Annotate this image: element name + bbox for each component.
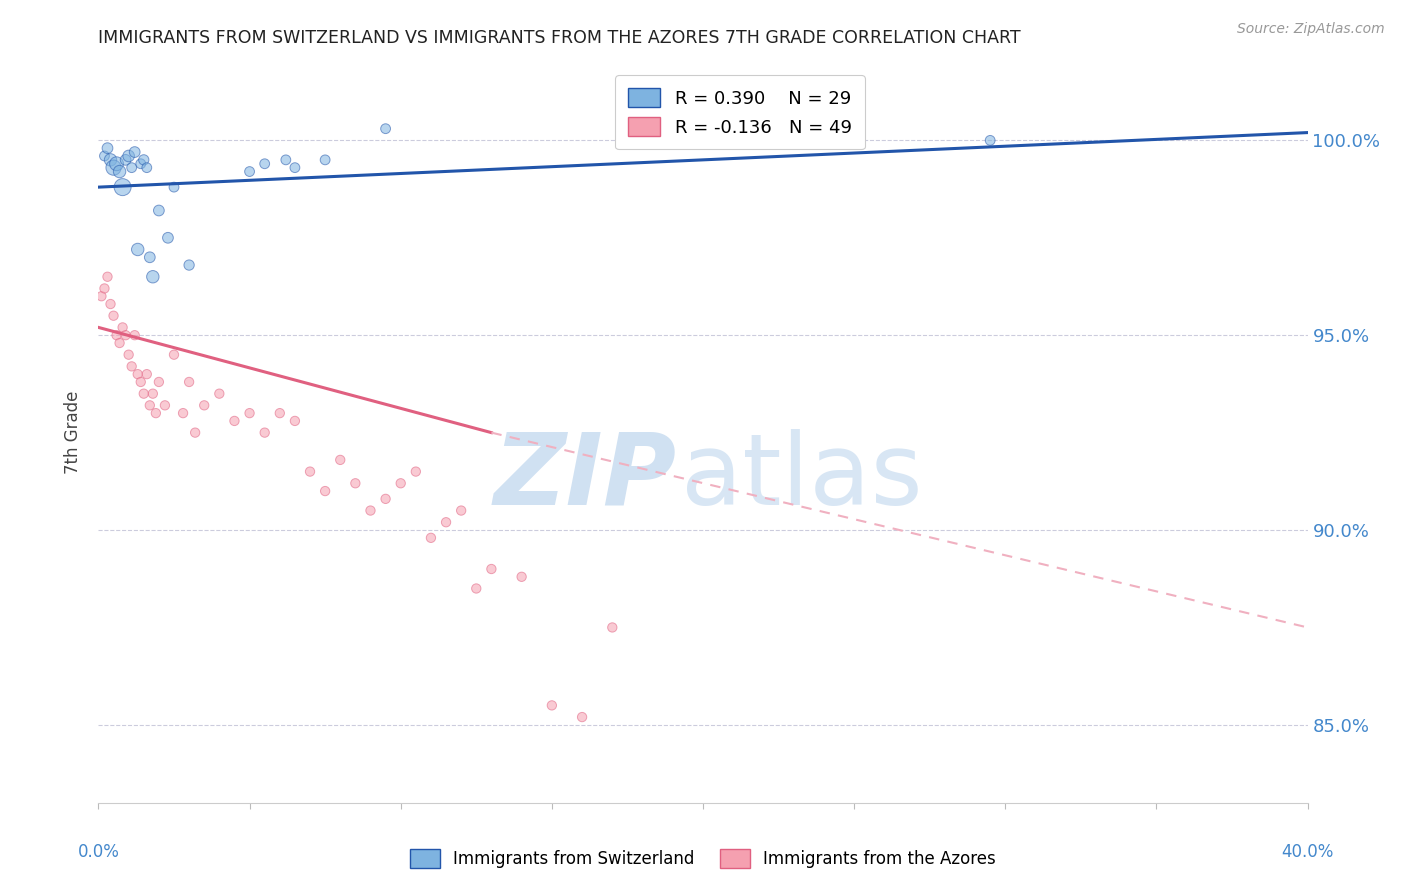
Point (344, 476, 367, 491)
Point (253, 157, 276, 171)
Text: 40.0%: 40.0% (1281, 843, 1334, 861)
Point (124, 328, 146, 343)
Point (105, 157, 128, 171)
Point (208, 386, 231, 401)
Point (481, 562, 503, 576)
Point (239, 406, 262, 420)
Point (163, 348, 186, 362)
Point (434, 515, 457, 529)
Point (118, 149, 141, 163)
Point (139, 250, 162, 264)
Point (314, 484, 336, 499)
Point (127, 367, 149, 381)
Point (156, 231, 179, 245)
Legend: R = 0.390    N = 29, R = -0.136   N = 49: R = 0.390 N = 29, R = -0.136 N = 49 (616, 75, 865, 149)
Point (274, 153, 297, 167)
Point (420, 531, 443, 545)
Point (114, 328, 136, 343)
Point (179, 375, 201, 389)
Point (979, 133, 1001, 147)
Y-axis label: 7th Grade: 7th Grade (65, 391, 83, 475)
Point (510, 570, 533, 584)
Point (96, 141, 118, 155)
Point (465, 582, 488, 596)
Point (148, 375, 170, 389)
Point (121, 161, 143, 175)
Point (571, 710, 593, 724)
Text: Source: ZipAtlas.com: Source: ZipAtlas.com (1237, 22, 1385, 37)
Point (121, 359, 143, 374)
Point (299, 465, 322, 479)
Point (179, 258, 201, 272)
Point (269, 406, 291, 420)
Point (389, 476, 412, 491)
Text: IMMIGRANTS FROM SWITZERLAND VS IMMIGRANTS FROM THE AZORES 7TH GRADE CORRELATION : IMMIGRANTS FROM SWITZERLAND VS IMMIGRANT… (98, 29, 1021, 47)
Point (602, 620, 624, 634)
Point (118, 348, 141, 362)
Point (253, 425, 276, 440)
Point (405, 465, 427, 479)
Point (111, 320, 134, 334)
Point (127, 243, 149, 257)
Point (193, 398, 215, 412)
Point (737, 129, 759, 144)
Point (145, 406, 167, 420)
Point (111, 180, 134, 194)
Point (374, 491, 396, 506)
Point (540, 698, 562, 713)
Point (103, 161, 125, 175)
Point (142, 269, 165, 284)
Point (132, 386, 155, 401)
Point (90, 289, 112, 303)
Point (224, 414, 246, 428)
Point (239, 164, 262, 178)
Point (93, 281, 115, 295)
Point (129, 375, 152, 389)
Point (284, 414, 307, 428)
Point (124, 145, 146, 159)
Point (360, 503, 382, 517)
Legend: Immigrants from Switzerland, Immigrants from the Azores: Immigrants from Switzerland, Immigrants … (404, 843, 1002, 875)
Point (93, 149, 115, 163)
Point (135, 161, 157, 175)
Point (129, 157, 152, 171)
Point (100, 153, 122, 167)
Point (103, 309, 125, 323)
Point (284, 161, 307, 175)
Point (374, 121, 396, 136)
Text: 0.0%: 0.0% (77, 843, 120, 861)
Point (139, 398, 162, 412)
Point (114, 153, 136, 167)
Point (135, 367, 157, 381)
Point (132, 153, 155, 167)
Point (153, 398, 176, 412)
Point (314, 153, 336, 167)
Point (172, 406, 194, 420)
Point (450, 503, 472, 517)
Point (329, 453, 352, 467)
Point (163, 180, 186, 194)
Point (108, 164, 131, 178)
Point (184, 425, 207, 440)
Point (108, 336, 131, 351)
Text: atlas: atlas (682, 428, 922, 525)
Text: ZIP: ZIP (494, 428, 676, 525)
Point (96, 269, 118, 284)
Point (100, 297, 122, 311)
Point (148, 203, 170, 218)
Point (105, 328, 128, 343)
Point (142, 386, 165, 401)
